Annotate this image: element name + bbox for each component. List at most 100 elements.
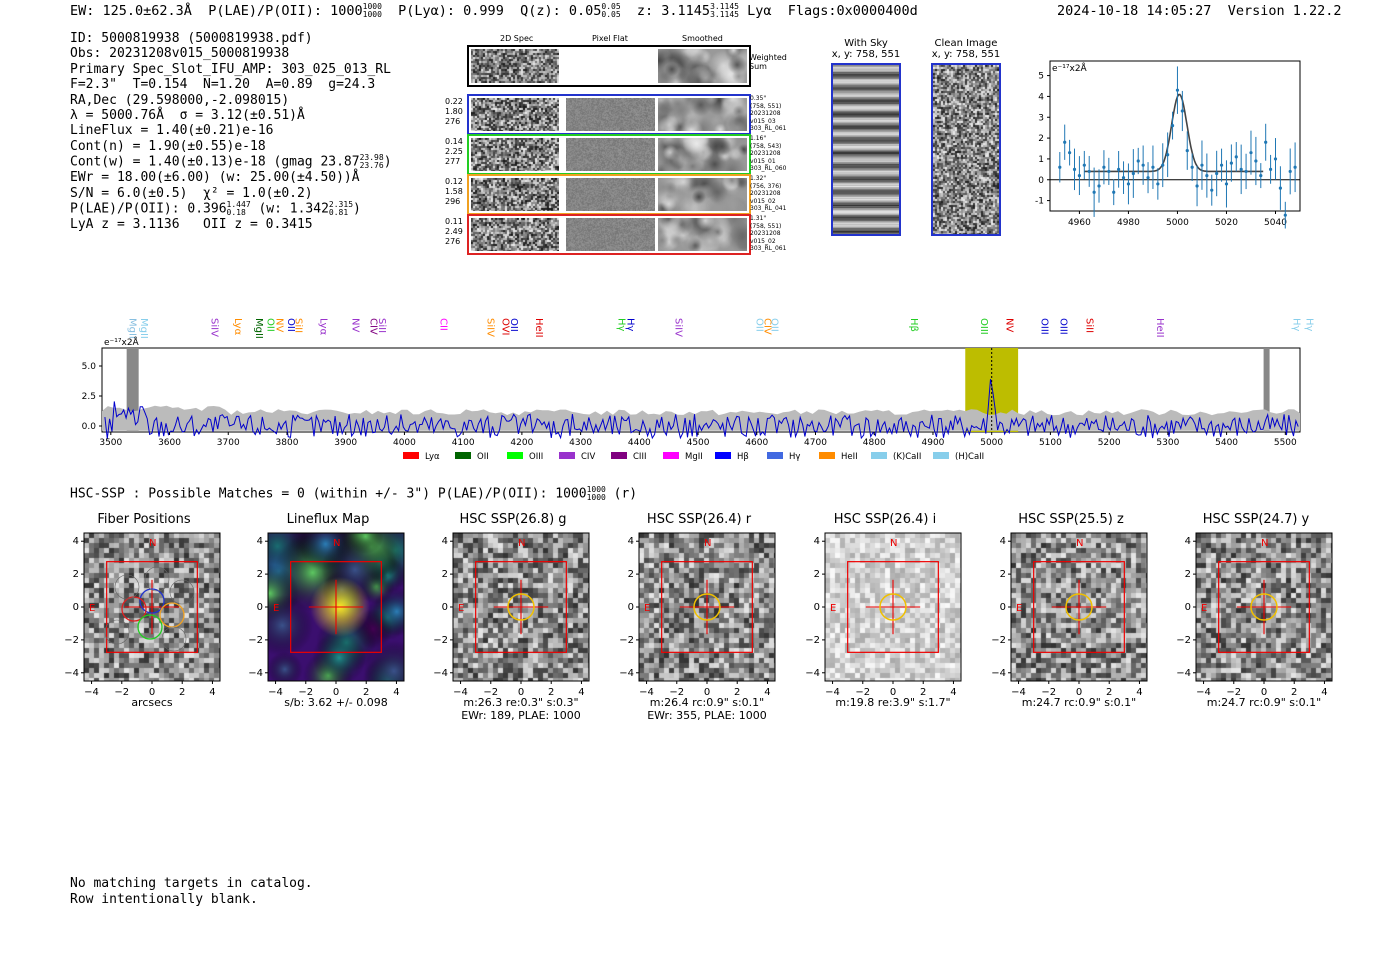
legend-label: Hγ bbox=[789, 452, 800, 462]
weighted-smoothed bbox=[658, 49, 747, 83]
zoom-data-point bbox=[1293, 165, 1297, 169]
hsc-panel: HSC SSP(24.7) y N E 4 2 0 −2 −4 −4 −2 0 2 4 m:24.7 rc… bbox=[1174, 512, 1339, 727]
weighted-sum-row bbox=[467, 45, 751, 87]
zoom-data-point bbox=[1121, 176, 1126, 180]
hsc-xtick-label: 4 bbox=[1136, 687, 1142, 698]
hsc-title: HSC-SSP : Possible Matches = 0 (within +… bbox=[70, 485, 638, 502]
clean-image-title: Clean Image x, y: 758, 551 bbox=[931, 38, 1001, 60]
fiber-circle bbox=[139, 588, 165, 614]
spectral-line-label: MgII bbox=[126, 318, 137, 339]
cutout-left-stats: 0.22 1.80 276 bbox=[445, 97, 463, 126]
zoom-ytick-label: -1 bbox=[1035, 197, 1044, 207]
hsc-target-circle bbox=[1065, 593, 1093, 621]
zoom-data-point bbox=[1190, 165, 1194, 169]
hsc-ytick-label: 4 bbox=[628, 536, 634, 547]
legend-label: Hβ bbox=[737, 452, 749, 462]
zoom-data-point bbox=[1259, 173, 1263, 178]
zoom-data-point bbox=[1063, 140, 1067, 144]
spectral-line-label: CII bbox=[438, 318, 449, 331]
zoom-axes-frame bbox=[1049, 60, 1301, 212]
zoom-data-point bbox=[1131, 171, 1135, 176]
compass-e: E bbox=[458, 603, 464, 614]
hsc-xtick-label: 4 bbox=[1321, 687, 1327, 698]
hsc-xtick-label: 0 bbox=[1261, 687, 1267, 698]
zoom-data-point bbox=[1254, 159, 1258, 163]
compass-n: N bbox=[1076, 538, 1083, 549]
qz-value: Q(z): 0.05 bbox=[520, 3, 602, 19]
zoom-data-point bbox=[1215, 171, 1219, 176]
hsc-xtick-label: −2 bbox=[1226, 687, 1241, 698]
hsc-xtick-label: 0 bbox=[518, 687, 524, 698]
spectral-line-label: NV bbox=[273, 318, 284, 332]
spectral-line-label: SiII bbox=[376, 318, 387, 333]
hsc-aperture-box bbox=[1033, 561, 1125, 653]
clean-image bbox=[931, 63, 1001, 236]
spectral-line-label: OIII bbox=[1057, 318, 1068, 335]
hsc-xtick-label: 4 bbox=[578, 687, 584, 698]
zoom-data-point bbox=[1077, 173, 1082, 178]
zoom-data-point bbox=[1126, 182, 1131, 186]
zoom-data-point bbox=[1072, 167, 1077, 171]
hsc-target-circle bbox=[693, 593, 721, 621]
hsc-caption: arcsecs bbox=[131, 696, 173, 709]
version: Version 1.22.2 bbox=[1227, 3, 1342, 19]
zoom-xtick-label: 4960 bbox=[1068, 218, 1091, 228]
hsc-ytick-label: −4 bbox=[433, 668, 448, 679]
hsc-ytick-label: 0 bbox=[814, 602, 820, 613]
datetime: 2024-10-18 14:05:27 bbox=[1057, 3, 1212, 19]
spectral-line-label: CIV bbox=[761, 318, 772, 335]
hsc-ytick-label: −4 bbox=[619, 668, 634, 679]
hsc-ytick-label: 4 bbox=[442, 536, 448, 547]
hsc-ytick-label: 4 bbox=[257, 536, 263, 547]
hsc-xtick-label: −4 bbox=[84, 687, 99, 698]
zoom-data-point bbox=[1229, 161, 1233, 165]
hsc-panel-image: N E 4 2 0 −2 −4 −4 −2 0 2 4 bbox=[619, 532, 776, 698]
hsc-ytick-label: 0 bbox=[73, 602, 79, 613]
zoom-data-point bbox=[1249, 151, 1253, 155]
hsc-xtick-label: −4 bbox=[639, 687, 654, 698]
hsc-ytick-label: −2 bbox=[433, 635, 448, 646]
compass-n: N bbox=[1261, 538, 1268, 549]
zoom-data-point bbox=[1141, 163, 1145, 167]
cutout-2dspec bbox=[471, 218, 559, 251]
spectrum-mask-right bbox=[1263, 348, 1270, 432]
hsc-ytick-label: −2 bbox=[64, 635, 79, 646]
hsc-panel-image: N E 4 2 0 −2 −4 −4 −2 0 2 4 bbox=[805, 532, 962, 698]
hsc-xtick-label: −2 bbox=[483, 687, 498, 698]
spec-xtick-label: 4600 bbox=[745, 438, 768, 448]
hsc-aperture-box bbox=[475, 561, 567, 653]
hsc-xtick-label: 0 bbox=[1076, 687, 1082, 698]
zoom-data-point bbox=[1112, 190, 1116, 194]
hsc-target-circle bbox=[1250, 593, 1278, 621]
fiber-cutouts: 2D Spec Pixel Flat Smoothed Weighted Sum… bbox=[445, 33, 845, 258]
hsc-ytick-label: 2 bbox=[1185, 569, 1191, 580]
hsc-ytick-label: −2 bbox=[619, 635, 634, 646]
spec-xtick-label: 4800 bbox=[863, 438, 886, 448]
zoom-data-point bbox=[1278, 186, 1282, 190]
spec-xtick-label: 3500 bbox=[99, 438, 122, 448]
legend-label: OII bbox=[477, 452, 489, 462]
hsc-caption: s/b: 3.62 +/- 0.098 bbox=[284, 696, 388, 709]
zoom-model-curve bbox=[1084, 93, 1264, 173]
hsc-xtick-label: 2 bbox=[363, 687, 369, 698]
fiber-circle bbox=[137, 614, 163, 640]
info-lineflux: LineFlux = 1.40(±0.21)e-16 bbox=[70, 123, 274, 139]
hsc-xtick-label: −2 bbox=[1041, 687, 1056, 698]
zoom-data-point bbox=[1058, 165, 1062, 169]
zoom-data-point bbox=[1283, 213, 1287, 217]
cutout-pixelflat bbox=[566, 98, 655, 131]
zoom-data-point bbox=[1205, 173, 1209, 178]
zoom-data-point bbox=[1185, 148, 1189, 153]
hsc-panel: Lineflux Map N E 4 2 0 −2 −4 −4 −2 0 2 4 s/b: 3.62 +/… bbox=[246, 512, 411, 727]
spectral-line-label: OII bbox=[754, 318, 765, 332]
hsc-xtick-label: 2 bbox=[1291, 687, 1297, 698]
cutout-2dspec bbox=[471, 138, 559, 171]
zoom-data-point bbox=[1102, 165, 1106, 169]
spec-xtick-label: 5100 bbox=[1039, 438, 1062, 448]
hsc-ytick-label: 0 bbox=[442, 602, 448, 613]
hsc-xtick-label: −2 bbox=[855, 687, 870, 698]
cutout-smoothed bbox=[658, 218, 747, 251]
compass-e: E bbox=[89, 603, 95, 614]
hsc-xtick-label: 0 bbox=[333, 687, 339, 698]
